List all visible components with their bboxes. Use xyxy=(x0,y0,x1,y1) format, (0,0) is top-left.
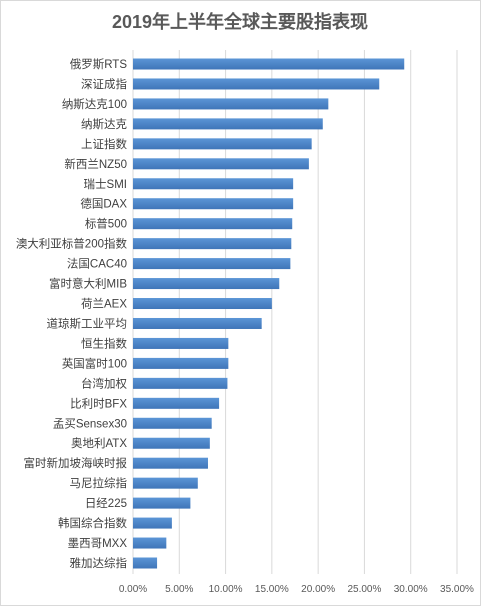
bar-19 xyxy=(133,417,212,429)
bar-9 xyxy=(133,218,293,230)
chart-title: 2019年上半年全球主要股指表现 xyxy=(112,11,368,32)
x-tick-label: 35.00% xyxy=(440,584,474,595)
bar-24 xyxy=(133,517,172,529)
bar-15 xyxy=(133,337,229,349)
x-tick-label: 0.00% xyxy=(119,584,147,595)
x-tick-label: 20.00% xyxy=(301,584,335,595)
bar-17 xyxy=(133,377,228,389)
category-label: 墨西哥MXX xyxy=(68,537,128,550)
bar-14 xyxy=(133,317,262,329)
bar-3 xyxy=(133,98,329,110)
category-label: 荷兰AEX xyxy=(81,298,127,311)
category-label: 澳大利亚标普200指数 xyxy=(16,237,128,251)
category-label: 新西兰NZ50 xyxy=(64,157,127,171)
category-label: 马尼拉综指 xyxy=(70,476,128,490)
bar-4 xyxy=(133,118,323,130)
bar-12 xyxy=(133,278,280,290)
x-tick-label: 15.00% xyxy=(255,584,289,595)
category-label: 孟买Sensex30 xyxy=(53,417,127,430)
category-label: 富时意大利MIB xyxy=(49,277,127,291)
bar-16 xyxy=(133,357,229,369)
bar-20 xyxy=(133,437,210,449)
bar-6 xyxy=(133,158,309,170)
bar-5 xyxy=(133,138,312,150)
bar-23 xyxy=(133,497,191,509)
category-label: 纳斯达克100 xyxy=(62,97,127,111)
category-label: 法国CAC40 xyxy=(67,257,127,271)
bar-11 xyxy=(133,258,291,270)
category-label: 俄罗斯RTS xyxy=(70,58,128,71)
x-axis-ticks: 0.00% 5.00% 10.00% 15.00% 20.00% 25.00% 30.00%… xyxy=(119,584,474,595)
x-tick-label: 5.00% xyxy=(165,584,193,595)
category-label: 上证指数 xyxy=(81,137,127,151)
bar-7 xyxy=(133,178,294,190)
bar-26 xyxy=(133,557,158,569)
category-label: 纳斯达克 xyxy=(81,117,127,131)
x-tick-label: 25.00% xyxy=(347,584,381,595)
category-label: 恒生指数 xyxy=(81,336,127,350)
bars xyxy=(133,58,405,569)
category-label: 比利时BFX xyxy=(70,397,127,410)
category-label: 德国DAX xyxy=(80,197,127,211)
category-label: 道琼斯工业平均 xyxy=(47,316,128,330)
category-label: 台湾加权 xyxy=(81,376,127,390)
bar-2 xyxy=(133,78,380,90)
category-label: 奥地利ATX xyxy=(71,436,127,450)
bar-1 xyxy=(133,58,405,70)
x-tick-label: 30.00% xyxy=(394,584,428,595)
bar-18 xyxy=(133,397,220,409)
bar-10 xyxy=(133,238,292,250)
category-label: 日经225 xyxy=(85,497,127,510)
x-tick-label: 10.00% xyxy=(209,584,243,595)
bar-22 xyxy=(133,477,198,489)
bar-13 xyxy=(133,298,272,310)
category-label: 富时新加坡海峡时报 xyxy=(24,456,128,470)
category-label: 瑞士SMI xyxy=(84,177,127,191)
category-label: 韩国综合指数 xyxy=(58,516,127,530)
bar-21 xyxy=(133,457,208,469)
category-label: 英国富时100 xyxy=(62,356,127,370)
category-label: 标普500 xyxy=(85,217,127,231)
category-label: 深证成指 xyxy=(81,77,127,91)
category-label: 雅加达综指 xyxy=(70,556,128,570)
bar-25 xyxy=(133,537,167,549)
bar-8 xyxy=(133,198,294,210)
